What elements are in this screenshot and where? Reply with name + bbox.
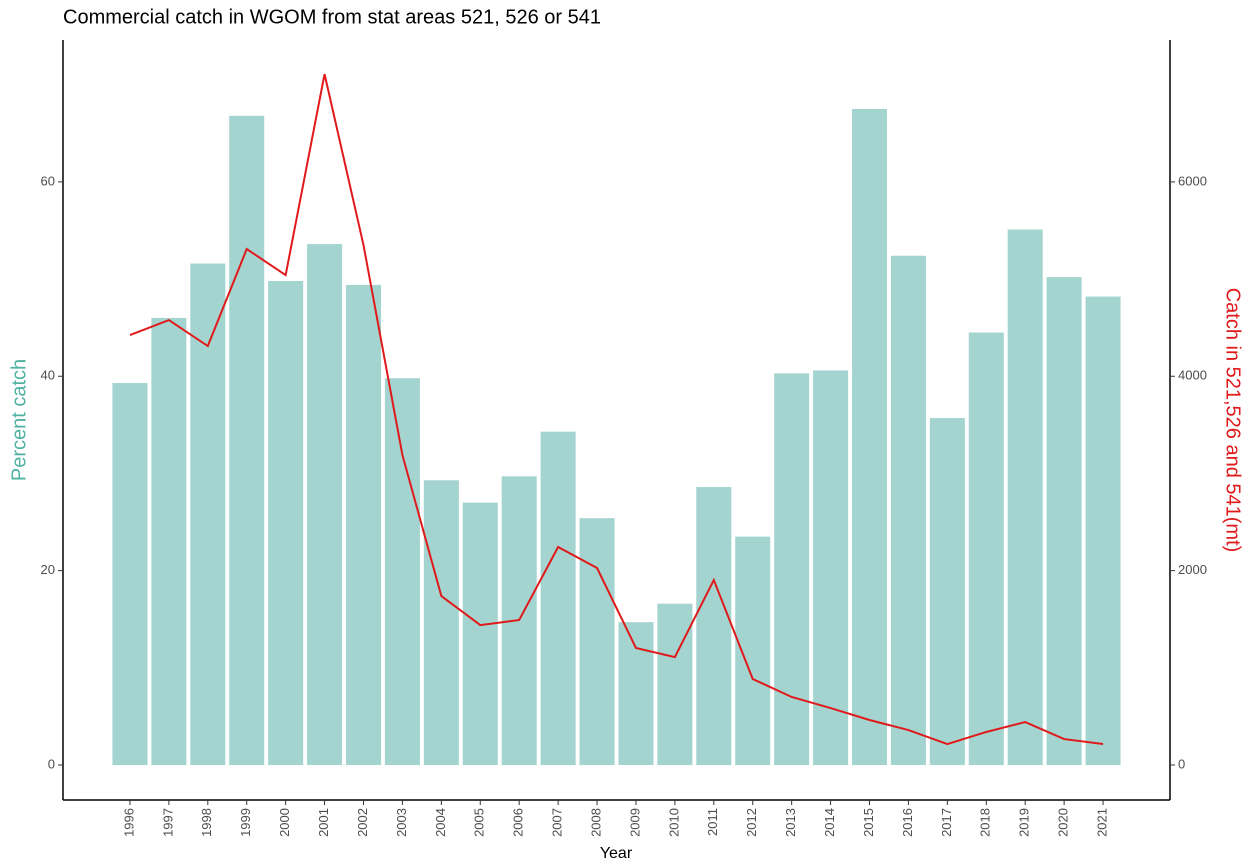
x-tick-label: 2006 bbox=[511, 808, 526, 837]
y-axis-label: Percent catch bbox=[8, 359, 30, 481]
y-tick-label: 40 bbox=[41, 368, 55, 383]
x-tick-label: 2003 bbox=[394, 808, 409, 837]
x-tick-label: 2014 bbox=[822, 808, 837, 837]
x-tick-label: 2000 bbox=[277, 808, 292, 837]
x-tick-label: 1996 bbox=[121, 808, 136, 837]
bar bbox=[968, 332, 1004, 766]
y2-tick-label: 0 bbox=[1178, 756, 1185, 771]
x-tick-label: 2012 bbox=[744, 808, 759, 837]
x-tick-label: 2020 bbox=[1056, 808, 1071, 837]
bar bbox=[929, 418, 965, 766]
x-tick-label: 2017 bbox=[939, 808, 954, 837]
bar bbox=[540, 431, 576, 766]
bar bbox=[229, 115, 265, 766]
line bbox=[129, 73, 1104, 746]
bar bbox=[735, 536, 771, 766]
x-tick-label: 2004 bbox=[433, 808, 448, 837]
y2-tick-label: 2000 bbox=[1178, 562, 1207, 577]
bar bbox=[268, 281, 304, 766]
bar bbox=[1085, 296, 1121, 766]
bar bbox=[307, 244, 343, 766]
bar bbox=[657, 603, 693, 766]
y-tick-label: 60 bbox=[41, 173, 55, 188]
bar bbox=[112, 383, 148, 766]
x-tick-label: 2001 bbox=[316, 808, 331, 837]
x-tick-label: 1997 bbox=[160, 808, 175, 837]
x-tick-label: 2002 bbox=[355, 808, 370, 837]
x-tick-label: 2015 bbox=[861, 808, 876, 837]
y-tick-label: 0 bbox=[48, 756, 55, 771]
x-tick-label: 2005 bbox=[472, 808, 487, 837]
bar bbox=[890, 255, 926, 766]
y2-tick-label: 4000 bbox=[1178, 368, 1207, 383]
bar bbox=[579, 518, 615, 766]
x-axis-label: Year bbox=[600, 845, 633, 862]
x-tick-label: 1999 bbox=[238, 808, 253, 837]
bar bbox=[774, 373, 810, 766]
bar bbox=[462, 502, 498, 766]
bar bbox=[345, 284, 382, 766]
y2-axis-label: Catch in 521,526 and 541(mt) bbox=[1222, 288, 1244, 553]
bar bbox=[384, 378, 420, 766]
x-tick-label: 2018 bbox=[978, 808, 993, 837]
x-tick-label: 2016 bbox=[900, 808, 915, 837]
x-tick-label: 2013 bbox=[783, 808, 798, 837]
bar bbox=[1046, 277, 1082, 766]
x-tick-label: 2019 bbox=[1017, 808, 1032, 837]
bar bbox=[1007, 229, 1043, 766]
x-tick-label: 2008 bbox=[588, 808, 603, 837]
x-tick-label: 2021 bbox=[1094, 808, 1109, 837]
bar bbox=[851, 109, 888, 766]
x-tick-label: 1998 bbox=[199, 808, 214, 837]
x-tick-label: 2011 bbox=[705, 808, 720, 836]
bar bbox=[423, 480, 459, 766]
y2-tick-label: 6000 bbox=[1178, 173, 1207, 188]
chart-title: Commercial catch in WGOM from stat areas… bbox=[63, 6, 601, 28]
bar bbox=[151, 317, 187, 766]
bar bbox=[618, 622, 654, 766]
x-tick-label: 2010 bbox=[666, 808, 681, 837]
y-tick-label: 20 bbox=[41, 562, 55, 577]
bar bbox=[813, 370, 849, 766]
x-tick-label: 2007 bbox=[550, 808, 565, 837]
x-tick-label: 2009 bbox=[627, 808, 642, 837]
bar bbox=[696, 487, 732, 766]
